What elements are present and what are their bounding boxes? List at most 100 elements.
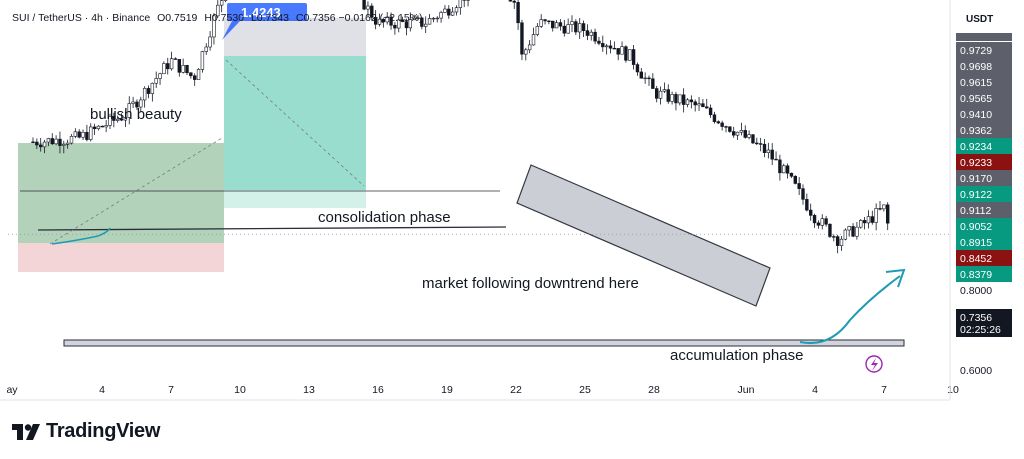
candle-body-down bbox=[701, 103, 705, 108]
downtrend-channel bbox=[516, 164, 771, 307]
y-price-label-box bbox=[956, 58, 1012, 74]
candle bbox=[693, 99, 697, 112]
y-price-label: 0.9615 bbox=[956, 74, 1012, 90]
candle bbox=[200, 50, 205, 73]
candle-body-down bbox=[770, 149, 774, 160]
y-price-label-text: 0.9052 bbox=[960, 221, 992, 233]
candle-body-down bbox=[35, 141, 39, 146]
candle-body-down bbox=[631, 49, 636, 65]
y-price-label-text: 0.9112 bbox=[960, 205, 991, 217]
bullish-projection-arrow bbox=[799, 275, 901, 344]
y-price-label: 0.9052 bbox=[956, 218, 1012, 234]
candle bbox=[885, 202, 890, 231]
candle bbox=[73, 128, 78, 139]
candle bbox=[562, 19, 567, 37]
candle-body-down bbox=[639, 71, 644, 79]
candle-body-down bbox=[774, 158, 778, 161]
candle-body-up bbox=[820, 218, 824, 226]
x-tick-label: 13 bbox=[303, 384, 315, 396]
candle-body-down bbox=[601, 43, 605, 48]
high-badge-box bbox=[227, 3, 307, 21]
tradingview-logo[interactable]: TradingView bbox=[12, 420, 160, 443]
candle bbox=[628, 49, 632, 61]
candle-body-down bbox=[146, 88, 151, 94]
candle-body-down bbox=[816, 222, 821, 226]
candle bbox=[450, 7, 455, 16]
candle bbox=[612, 41, 617, 50]
candle-body-down bbox=[551, 20, 555, 29]
candle bbox=[735, 131, 740, 141]
x-tick-label: 25 bbox=[579, 384, 591, 396]
candle bbox=[443, 5, 447, 14]
candle bbox=[678, 94, 682, 106]
candle bbox=[808, 203, 813, 221]
candle bbox=[219, 0, 224, 13]
candle-body-down bbox=[370, 5, 374, 18]
candle bbox=[150, 82, 155, 102]
candle-body-down bbox=[705, 106, 709, 109]
countdown-value: 02:25:26 bbox=[960, 324, 1001, 336]
symbol-label[interactable]: SUI / TetherUS bbox=[12, 12, 82, 24]
x-tick-label: 4 bbox=[812, 384, 818, 396]
candle bbox=[762, 138, 767, 158]
candle-body-up bbox=[416, 17, 420, 19]
candle bbox=[620, 41, 624, 55]
candle-body-down bbox=[805, 199, 809, 211]
candle-body-up bbox=[366, 5, 370, 10]
candle-body-down bbox=[50, 138, 54, 145]
candle-body-down bbox=[581, 23, 586, 31]
interval-label[interactable]: 4h bbox=[91, 12, 103, 24]
candle-body-up bbox=[89, 126, 93, 140]
currency-label[interactable]: USDT bbox=[966, 14, 994, 25]
y-price-label: 0.9729 bbox=[956, 42, 1012, 58]
candle-body-up bbox=[123, 117, 128, 121]
x-tick-label: Jun bbox=[738, 384, 755, 396]
candle-body-down bbox=[832, 236, 836, 238]
y-price-label: 0.9233 bbox=[956, 154, 1012, 170]
candle-body-up bbox=[127, 103, 131, 118]
candle bbox=[805, 193, 809, 212]
candle-body-down bbox=[597, 40, 601, 44]
candle bbox=[46, 137, 51, 147]
long-position-diagonal bbox=[49, 137, 223, 245]
y-price-label: 0.8379 bbox=[956, 266, 1012, 282]
candle bbox=[878, 201, 882, 211]
y-price-label-box bbox=[956, 250, 1012, 266]
candle-body-up bbox=[735, 131, 740, 136]
candle bbox=[65, 139, 70, 149]
candle-body-down bbox=[681, 94, 686, 105]
short-position-lower-zone bbox=[224, 190, 366, 208]
candle-body-up bbox=[643, 77, 647, 80]
candle bbox=[566, 18, 570, 34]
candle bbox=[755, 137, 759, 146]
candle bbox=[662, 82, 667, 94]
candle bbox=[92, 123, 97, 135]
annotation-consolidation-phase: consolidation phase bbox=[318, 209, 451, 226]
candle-body-down bbox=[878, 208, 882, 210]
support-zone-bar bbox=[63, 339, 905, 347]
y-price-label-text: 0.9234 bbox=[960, 141, 992, 153]
candle-body-up bbox=[620, 46, 624, 55]
candle bbox=[119, 113, 124, 122]
candle bbox=[81, 129, 85, 141]
candle-body-up bbox=[385, 16, 389, 23]
arrow-head bbox=[885, 268, 906, 288]
candle-body-down bbox=[585, 30, 590, 36]
tradingview-icon bbox=[12, 423, 40, 440]
candle bbox=[739, 122, 744, 136]
candle-body-down bbox=[516, 2, 520, 24]
candle bbox=[731, 126, 736, 138]
candle-body-up bbox=[847, 226, 851, 231]
candle bbox=[585, 24, 590, 41]
change-value: −0.0162 (−2.15%) bbox=[338, 12, 423, 24]
y-label-top-clipped bbox=[956, 33, 1012, 41]
candle-body-down bbox=[693, 101, 697, 106]
high-badge-pointer bbox=[222, 21, 240, 40]
annotation-accumulation-phase: accumulation phase bbox=[670, 347, 803, 364]
candle bbox=[851, 223, 855, 238]
candle-body-down bbox=[616, 48, 620, 55]
candle bbox=[135, 99, 139, 110]
candle-body-down bbox=[574, 21, 578, 33]
